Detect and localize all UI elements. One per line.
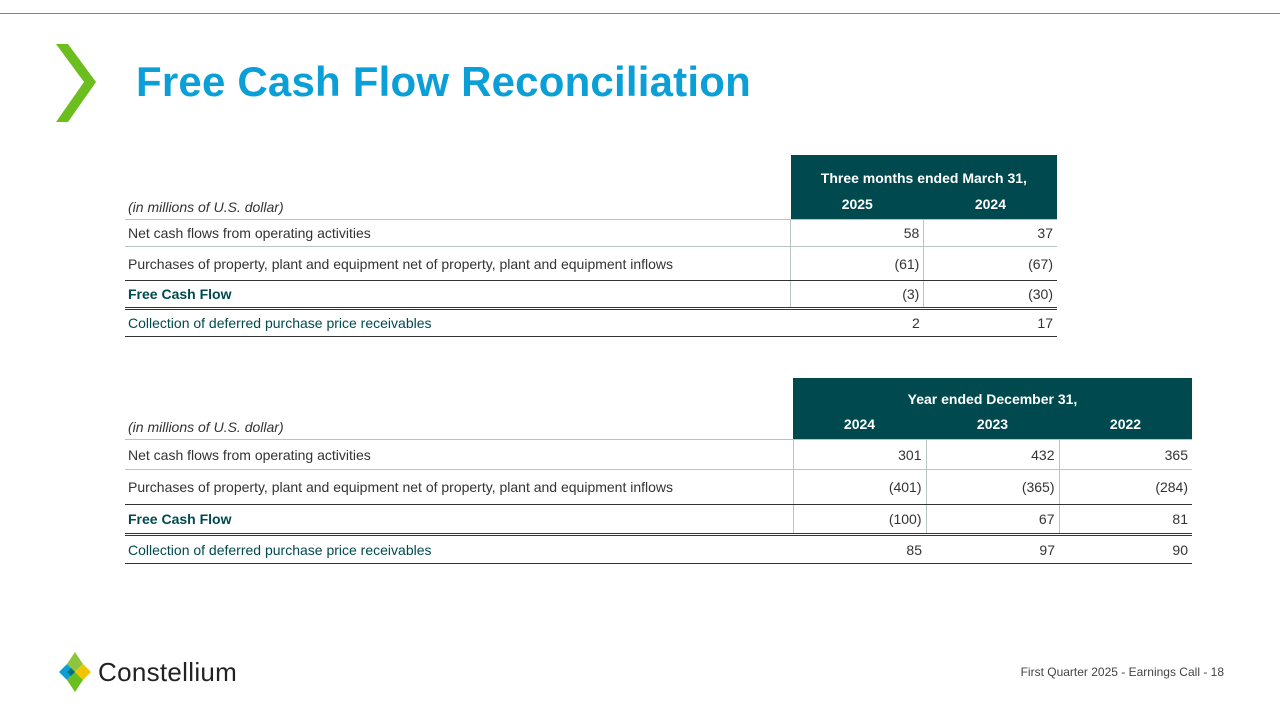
cell-value: 90 [1059,534,1192,564]
units-spacer [125,378,793,409]
cell-value: 81 [1058,504,1192,536]
group-header: Year ended December 31, [793,378,1192,409]
cell-value: (61) [790,246,924,281]
row-label: Purchases of property, plant and equipme… [125,469,793,505]
table-row: Net cash flows from operating activities… [125,219,1057,247]
cell-value: 58 [790,219,924,247]
cell-value: 17 [923,308,1057,337]
column-header: 2025 [790,189,924,220]
chevron-right-icon [56,44,96,122]
units-label: (in millions of U.S. dollar) [125,409,793,440]
row-label: Free Cash Flow [125,280,791,310]
cell-value: 2 [790,308,924,337]
cell-value: 37 [923,219,1057,247]
quarterly-table: Three months ended March 31, (in million… [125,155,1057,337]
row-label: Net cash flows from operating activities [125,439,793,470]
page-title: Free Cash Flow Reconciliation [136,58,751,105]
cell-value: (30) [923,280,1057,310]
row-label: Net cash flows from operating activities [125,219,791,247]
cell-value: 85 [793,534,926,564]
footer-text: First Quarter 2025 - Earnings Call - 18 [1020,665,1224,679]
constellium-logo-mark [59,652,91,692]
cell-value: (100) [792,504,926,536]
table-row: Purchases of property, plant and equipme… [125,469,1192,505]
cell-value: (284) [1058,469,1192,505]
cell-value: (365) [925,469,1059,505]
table-row: Collection of deferred purchase price re… [125,534,1192,564]
cell-value: (67) [923,246,1057,281]
table-row: Free Cash Flow (100) 67 81 [125,504,1192,536]
column-header: 2023 [926,409,1059,440]
cell-value: 432 [925,439,1059,470]
column-header: 2024 [923,189,1057,220]
cell-value: 365 [1058,439,1192,470]
cell-value: (401) [792,469,926,505]
table-row: Collection of deferred purchase price re… [125,308,1057,337]
row-label: Free Cash Flow [125,504,793,536]
row-label: Purchases of property, plant and equipme… [125,246,791,281]
row-label: Collection of deferred purchase price re… [125,534,793,564]
table-row: Free Cash Flow (3) (30) [125,280,1057,310]
units-label: (in millions of U.S. dollar) [125,189,791,220]
logo-text: Constellium [98,656,238,687]
top-rule [0,13,1280,14]
table-row: Net cash flows from operating activities… [125,439,1192,470]
row-label: Collection of deferred purchase price re… [125,308,791,337]
column-header: 2024 [793,409,926,440]
cell-value: (3) [790,280,924,310]
table-row: Purchases of property, plant and equipme… [125,246,1057,281]
column-header: 2022 [1059,409,1192,440]
units-spacer [125,155,791,189]
cell-value: 97 [926,534,1059,564]
cell-value: 67 [925,504,1059,536]
group-header: Three months ended March 31, [790,155,1057,189]
annual-table: Year ended December 31, (in millions of … [125,378,1192,564]
cell-value: 301 [792,439,926,470]
constellium-logo: Constellium [58,652,237,692]
